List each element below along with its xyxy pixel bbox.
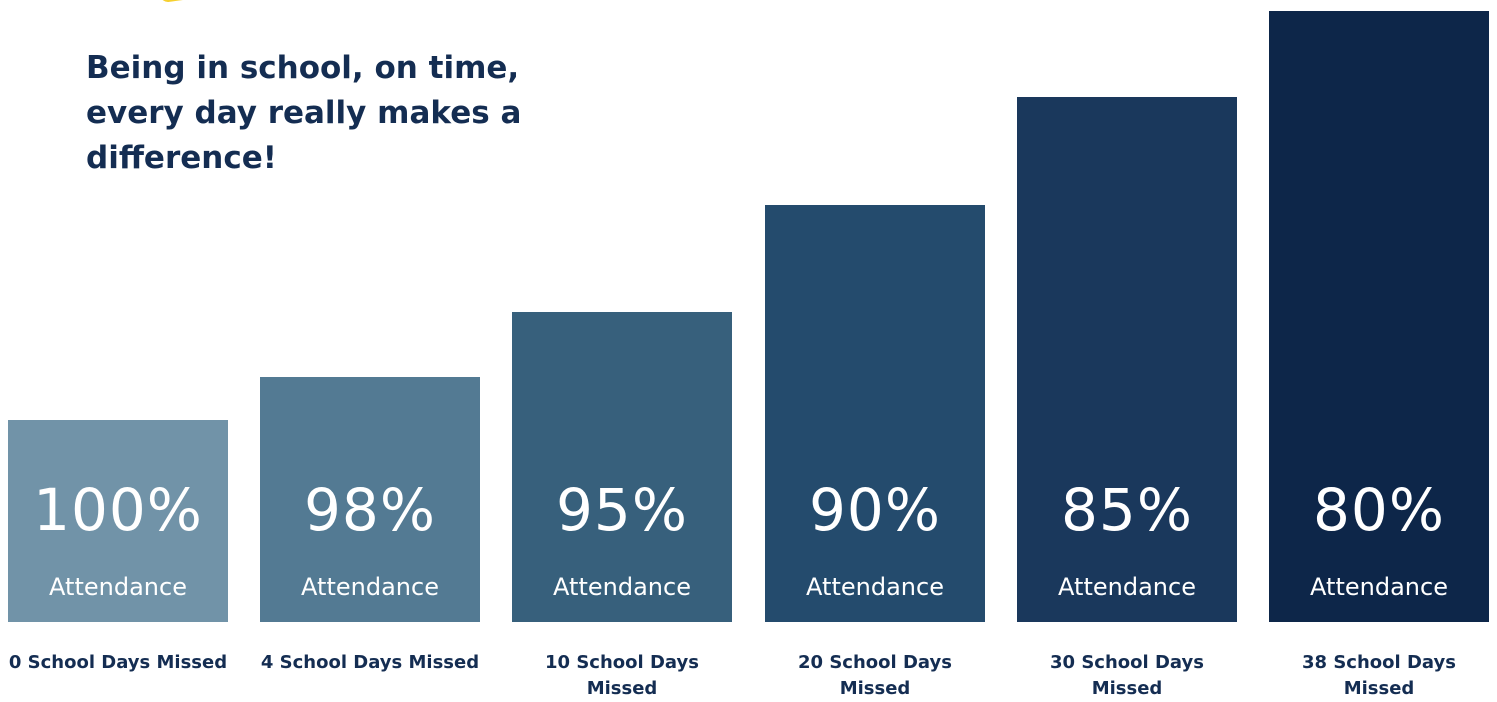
category-label: 4 School Days Missed <box>260 652 480 673</box>
bar: 98% Attendance <box>260 376 480 622</box>
bar-value-label: 98% <box>304 475 436 544</box>
bar-sublabel: Attendance <box>49 573 187 601</box>
bar-value-label: 95% <box>556 475 688 544</box>
bar: 85% Attendance <box>1017 97 1237 622</box>
category-label: 38 School Days Missed <box>1302 652 1456 699</box>
bar: 90% Attendance <box>765 204 985 622</box>
bar-sublabel: Attendance <box>301 572 439 601</box>
bar-value-label: 80% <box>1313 476 1445 544</box>
category-label: 20 School Days Missed <box>798 652 952 699</box>
category-label: 10 School Days Missed <box>545 652 699 699</box>
highlight-stroke <box>162 0 183 2</box>
category-label: 30 School Days Missed <box>1050 652 1204 699</box>
bar-sublabel: Attendance <box>553 572 691 601</box>
bar: 80% Attendance <box>1269 11 1489 622</box>
bar-value-label: 90% <box>809 475 941 544</box>
bar: 95% Attendance <box>512 312 732 622</box>
headline: Being in school, on time, every day real… <box>86 50 522 176</box>
bar-sublabel: Attendance <box>1058 572 1196 601</box>
bar-value-label: 85% <box>1061 475 1193 544</box>
bar-sublabel: Attendance <box>806 572 944 601</box>
bar-value-label: 100% <box>33 476 203 544</box>
bar-sublabel: Attendance <box>1310 573 1448 601</box>
bar: 100% Attendance <box>8 420 228 622</box>
category-label: 0 School Days Missed <box>8 652 228 673</box>
